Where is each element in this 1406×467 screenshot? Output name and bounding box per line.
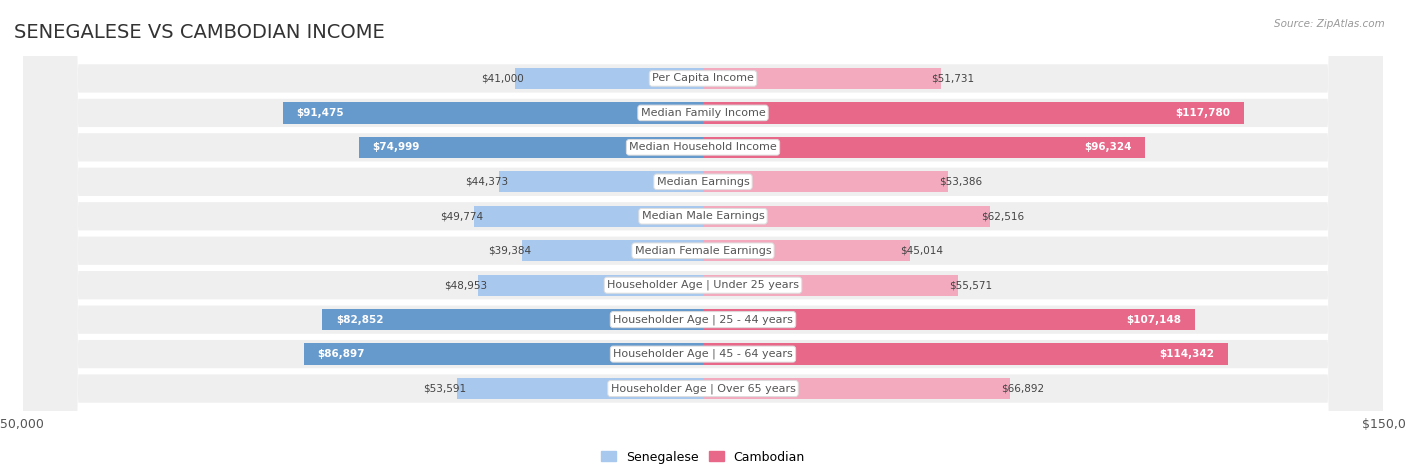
Bar — [359, 137, 703, 158]
Bar — [515, 68, 703, 89]
Text: $62,516: $62,516 — [981, 211, 1024, 221]
Bar — [703, 205, 990, 227]
Bar — [703, 102, 1244, 124]
Text: $55,571: $55,571 — [949, 280, 993, 290]
Bar — [703, 68, 941, 89]
Text: Householder Age | 25 - 44 years: Householder Age | 25 - 44 years — [613, 314, 793, 325]
Bar — [499, 171, 703, 192]
FancyBboxPatch shape — [24, 0, 1382, 467]
Text: $114,342: $114,342 — [1160, 349, 1215, 359]
Text: $49,774: $49,774 — [440, 211, 484, 221]
Bar — [457, 378, 703, 399]
Text: Per Capita Income: Per Capita Income — [652, 73, 754, 84]
FancyBboxPatch shape — [24, 0, 1382, 467]
Text: $74,999: $74,999 — [373, 142, 419, 152]
Text: $51,731: $51,731 — [931, 73, 974, 84]
Text: $66,892: $66,892 — [1001, 383, 1045, 394]
Legend: Senegalese, Cambodian: Senegalese, Cambodian — [596, 446, 810, 467]
Bar — [703, 378, 1011, 399]
Text: $45,014: $45,014 — [901, 246, 943, 256]
Bar — [322, 309, 703, 330]
FancyBboxPatch shape — [24, 0, 1382, 467]
Bar — [703, 309, 1195, 330]
Text: $96,324: $96,324 — [1084, 142, 1132, 152]
FancyBboxPatch shape — [24, 0, 1382, 467]
Text: $44,373: $44,373 — [465, 177, 509, 187]
Text: $39,384: $39,384 — [488, 246, 531, 256]
FancyBboxPatch shape — [24, 0, 1382, 467]
Text: $48,953: $48,953 — [444, 280, 488, 290]
Bar — [522, 240, 703, 262]
Text: $41,000: $41,000 — [481, 73, 524, 84]
FancyBboxPatch shape — [24, 0, 1382, 467]
Bar — [478, 275, 703, 296]
Text: $82,852: $82,852 — [336, 315, 384, 325]
Text: Median Female Earnings: Median Female Earnings — [634, 246, 772, 256]
Text: Median Male Earnings: Median Male Earnings — [641, 211, 765, 221]
Text: Householder Age | Under 25 years: Householder Age | Under 25 years — [607, 280, 799, 290]
Bar — [703, 343, 1229, 365]
Text: $86,897: $86,897 — [318, 349, 366, 359]
Bar — [703, 171, 948, 192]
Text: $107,148: $107,148 — [1126, 315, 1181, 325]
Text: Median Household Income: Median Household Income — [628, 142, 778, 152]
Bar — [474, 205, 703, 227]
Text: $53,591: $53,591 — [423, 383, 465, 394]
Bar — [703, 275, 959, 296]
Bar — [304, 343, 703, 365]
Text: $53,386: $53,386 — [939, 177, 983, 187]
Text: Householder Age | Over 65 years: Householder Age | Over 65 years — [610, 383, 796, 394]
Text: $117,780: $117,780 — [1175, 108, 1230, 118]
Text: $91,475: $91,475 — [297, 108, 344, 118]
Bar — [703, 240, 910, 262]
Text: Median Earnings: Median Earnings — [657, 177, 749, 187]
Text: Median Family Income: Median Family Income — [641, 108, 765, 118]
Text: Source: ZipAtlas.com: Source: ZipAtlas.com — [1274, 19, 1385, 28]
Bar — [283, 102, 703, 124]
FancyBboxPatch shape — [24, 0, 1382, 467]
Text: Householder Age | 45 - 64 years: Householder Age | 45 - 64 years — [613, 349, 793, 359]
Text: SENEGALESE VS CAMBODIAN INCOME: SENEGALESE VS CAMBODIAN INCOME — [14, 23, 385, 42]
FancyBboxPatch shape — [24, 0, 1382, 467]
FancyBboxPatch shape — [24, 0, 1382, 467]
FancyBboxPatch shape — [24, 0, 1382, 467]
Bar — [703, 137, 1146, 158]
